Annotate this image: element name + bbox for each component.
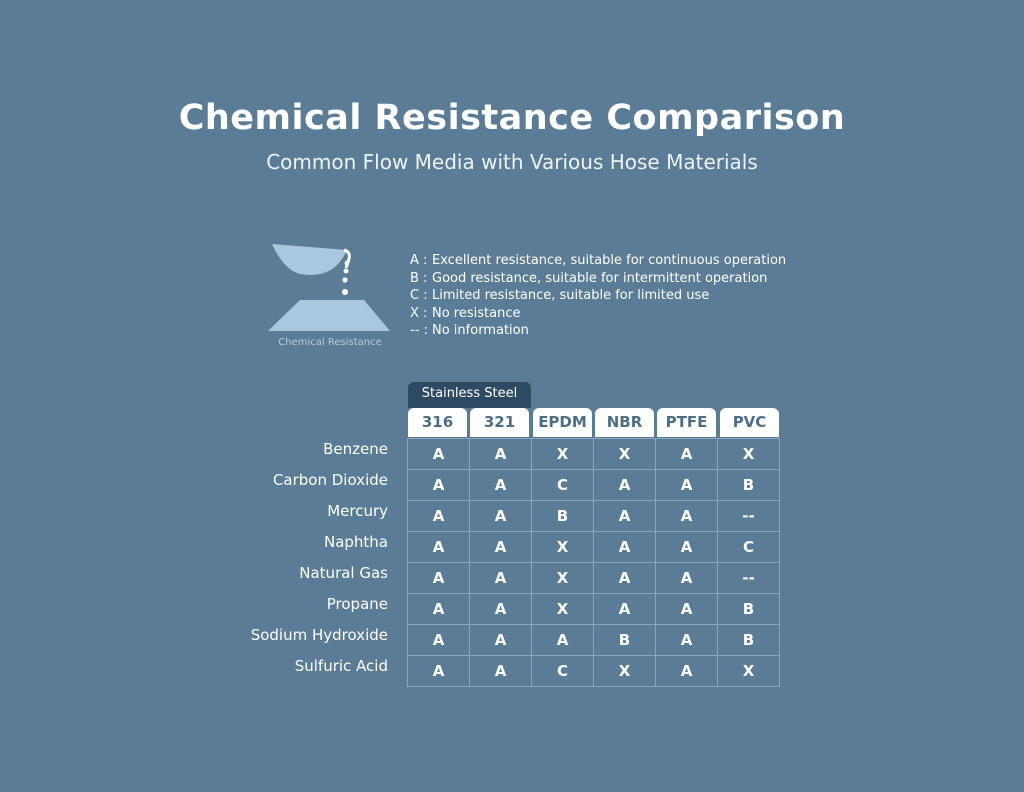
legend: A : Excellent resistance, suitable for co… <box>410 252 786 340</box>
table-cell: A <box>593 500 656 532</box>
stainless-steel-group-header: Stainless Steel <box>408 382 531 408</box>
table-cell: A <box>655 655 718 687</box>
row-label: Propane <box>326 595 388 613</box>
table-cell: -- <box>717 562 780 594</box>
row-label: Benzene <box>323 440 388 458</box>
table-cell: A <box>469 531 532 563</box>
legend-text: No resistance <box>432 305 521 321</box>
table-cell: A <box>407 562 470 594</box>
table-cell: B <box>717 593 780 625</box>
table-cell: A <box>407 469 470 501</box>
row-label: Naphtha <box>323 533 388 551</box>
column-header: NBR <box>595 408 654 437</box>
legend-code: X : <box>410 305 428 321</box>
table-cell: C <box>717 531 780 563</box>
table-cell: A <box>469 593 532 625</box>
legend-item: A : Excellent resistance, suitable for co… <box>410 252 786 270</box>
table-cell: X <box>531 438 594 470</box>
table-cell: A <box>593 562 656 594</box>
table-cell: A <box>655 593 718 625</box>
table-cell: B <box>717 624 780 656</box>
table-cell: A <box>407 655 470 687</box>
legend-text: No information <box>432 323 529 339</box>
legend-text: Limited resistance, suitable for limited… <box>432 288 710 304</box>
column-header: 321 <box>470 408 529 437</box>
page-title: Chemical Resistance Comparison <box>178 98 846 138</box>
table-cell: C <box>531 469 594 501</box>
table-cell: A <box>407 438 470 470</box>
chemical-resistance-icon <box>262 240 398 352</box>
table-cell: A <box>655 531 718 563</box>
table-cell: A <box>593 593 656 625</box>
table-cell: A <box>655 438 718 470</box>
row-label: Natural Gas <box>299 564 388 582</box>
table-cell: X <box>531 531 594 563</box>
legend-text: Good resistance, suitable for intermitte… <box>432 270 768 286</box>
table-cell: A <box>655 562 718 594</box>
row-label: Mercury <box>327 502 388 520</box>
table-cell: B <box>593 624 656 656</box>
table-cell: X <box>593 655 656 687</box>
legend-item: X : No resistance <box>410 305 786 323</box>
table-cell: X <box>531 593 594 625</box>
table-cell: -- <box>717 500 780 532</box>
table-cell: A <box>469 469 532 501</box>
table-cell: X <box>531 562 594 594</box>
legend-code: C : <box>410 288 428 304</box>
table-cell: A <box>469 624 532 656</box>
table-cell: A <box>407 593 470 625</box>
icon-caption: Chemical Resistance <box>278 337 382 348</box>
legend-item: -- : No information <box>410 322 786 340</box>
column-header: PVC <box>720 408 779 437</box>
page-subtitle: Common Flow Media with Various Hose Mate… <box>266 150 758 174</box>
table-row: A A B A A -- <box>407 500 780 532</box>
table-cell: A <box>655 500 718 532</box>
resistance-table: A A X X A X A A C A A B A A B A A -- A A X A A C A A X A A -- A A X A A B A A… <box>407 438 780 687</box>
table-cell: A <box>469 562 532 594</box>
table-cell: A <box>407 531 470 563</box>
table-cell: A <box>655 469 718 501</box>
table-cell: X <box>717 655 780 687</box>
table-cell: A <box>655 624 718 656</box>
table-row: A A X A A -- <box>407 562 780 594</box>
legend-code: -- : <box>410 323 428 339</box>
table-cell: C <box>531 655 594 687</box>
table-cell: A <box>469 655 532 687</box>
table-cell: A <box>469 500 532 532</box>
column-header: 316 <box>408 408 467 437</box>
table-cell: A <box>407 500 470 532</box>
table-cell: A <box>407 624 470 656</box>
table-cell: A <box>531 624 594 656</box>
column-header: PTFE <box>657 408 716 437</box>
legend-text: Excellent resistance, suitable for conti… <box>432 253 787 268</box>
row-label: Sodium Hydroxide <box>250 626 388 644</box>
row-label: Sulfuric Acid <box>294 657 388 675</box>
table-cell: A <box>593 469 656 501</box>
table-cell: B <box>531 500 594 532</box>
legend-code: B : <box>410 270 428 286</box>
table-cell: X <box>717 438 780 470</box>
table-cell: A <box>593 531 656 563</box>
table-cell: X <box>593 438 656 470</box>
legend-item: B : Good resistance, suitable for intermi… <box>410 270 786 288</box>
table-cell: B <box>717 469 780 501</box>
table-cell: A <box>469 438 532 470</box>
column-header: EPDM <box>533 408 592 437</box>
legend-item: C : Limited resistance, suitable for limi… <box>410 287 786 305</box>
legend-code: A : <box>410 253 428 268</box>
row-label: Carbon Dioxide <box>272 471 388 489</box>
